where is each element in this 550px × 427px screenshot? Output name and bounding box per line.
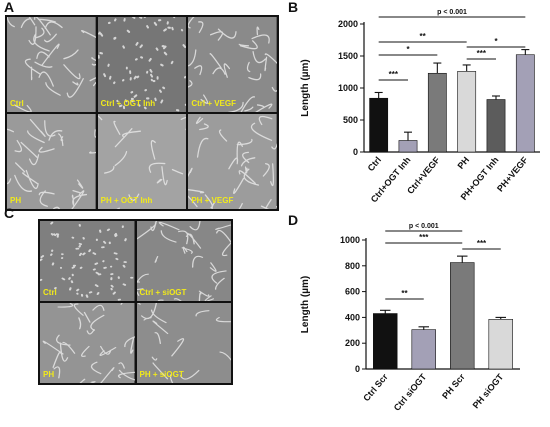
micrograph-tile: Ctrl + VEGF: [188, 17, 277, 112]
tile-label: PH: [10, 196, 22, 205]
tile-label: PH + VEGF: [191, 196, 234, 205]
micrograph-tile: Ctrl: [40, 221, 135, 301]
micrograph-tile: PH: [7, 114, 96, 209]
y-axis-label: Length (µm): [300, 276, 311, 333]
chart-svg-d: 0 200 400 600 800 1000 Length (µm) Ctrl Scr Ctrl…: [300, 223, 520, 413]
bar-chart-d: 0 200 400 600 800 1000 Length (µm) Ctrl Scr Ctrl…: [280, 212, 550, 422]
y-tick-label: 0: [355, 364, 360, 374]
x-tick-label: PH+VEGF: [495, 154, 530, 193]
bar: [488, 319, 513, 370]
significance-label: p < 0.001: [437, 9, 467, 16]
bar: [398, 140, 418, 153]
micrograph-background: [136, 303, 231, 383]
cell-network: [42, 303, 135, 383]
cell-network: [136, 303, 231, 383]
micrograph-image: [7, 17, 96, 112]
tile-label: Ctrl: [10, 99, 24, 108]
tile-label: Ctrl + siOGT: [139, 288, 187, 297]
micrograph-grid-c: Ctrl Ctrl + siOGT PH PH + siOGT: [38, 219, 233, 385]
y-tick-label: 400: [345, 312, 360, 322]
micrograph-background: [97, 17, 187, 112]
bar-chart-b: 0 500 1000 1500 2000 Length (µm) Ctrl Ctrl+OGT …: [280, 0, 550, 210]
cell-network: [97, 115, 187, 209]
y-tick-label: 0: [353, 147, 358, 157]
micrograph-background: [188, 17, 277, 112]
y-tick-label: 800: [345, 261, 360, 271]
cell-network: [97, 17, 187, 112]
micrograph-image: [136, 221, 231, 301]
y-tick-label: 1000: [338, 83, 358, 93]
micrograph-image: [188, 114, 277, 209]
x-tick-label: PH: [455, 155, 471, 171]
tile-label: Ctrl + OGT Inh: [100, 99, 156, 108]
significance-label: *: [494, 37, 498, 46]
significance-label: ***: [477, 49, 487, 58]
tile-label: PH + siOGT: [139, 370, 184, 379]
significance-label: **: [401, 289, 408, 298]
panel-letter-a: A: [4, 0, 15, 15]
y-tick-label: 1500: [338, 51, 358, 61]
micrograph-tile: PH + OGT Inh: [97, 114, 187, 209]
y-tick-label: 2000: [338, 19, 358, 29]
micrograph-image: [40, 221, 135, 301]
micrograph-image: [7, 114, 96, 209]
y-tick-label: 500: [343, 115, 358, 125]
y-axis-label: Length (µm): [300, 59, 311, 116]
bar: [373, 313, 398, 370]
micrograph-grid-a: Ctrl Ctrl + OGT Inh Ctrl + VEGF PH PH + …: [5, 15, 279, 211]
panel-letter-d: D: [288, 212, 299, 228]
micrograph-background: [7, 17, 96, 112]
significance-label: p < 0.001: [409, 223, 439, 230]
tile-label: PH + OGT Inh: [100, 196, 153, 205]
cell-network: [188, 115, 277, 209]
significance-label: *: [406, 45, 410, 54]
micrograph-tile: PH + VEGF: [188, 114, 277, 209]
micrograph-background: [97, 114, 187, 209]
x-tick-label: Ctrl siOGT: [392, 371, 429, 412]
micrograph-image: [40, 303, 135, 383]
micrograph-image: [97, 17, 187, 112]
tile-label: Ctrl: [43, 288, 57, 297]
x-tick-label: PH siOGT: [471, 371, 506, 410]
significance-label: ***: [419, 233, 429, 242]
bar: [486, 99, 506, 153]
tile-label: PH: [43, 370, 55, 379]
cell-network: [188, 17, 277, 112]
micrograph-tile: PH + siOGT: [136, 303, 231, 383]
significance-label: **: [420, 32, 427, 41]
significance-label: ***: [477, 239, 487, 248]
micrograph-image: [97, 114, 187, 209]
micrograph-image: [188, 17, 277, 112]
x-tick-label: Ctrl Scr: [361, 371, 390, 403]
micrograph-tile: Ctrl: [7, 17, 96, 112]
y-tick-label: 1000: [340, 235, 360, 245]
y-tick-label: 600: [345, 287, 360, 297]
micrograph-tile: Ctrl + OGT Inh: [97, 17, 187, 112]
cell-network: [7, 17, 96, 112]
micrograph-tile: Ctrl + siOGT: [136, 221, 231, 301]
x-tick-label: Ctrl: [366, 155, 384, 173]
bar: [369, 97, 389, 153]
tile-label: Ctrl + VEGF: [191, 99, 237, 108]
bar: [457, 71, 477, 153]
panel-letter-b: B: [288, 0, 299, 15]
significance-label: ***: [389, 70, 399, 79]
y-tick-label: 200: [345, 338, 360, 348]
cell-network: [7, 118, 96, 209]
bar: [427, 72, 447, 153]
cell-network: [136, 221, 231, 301]
x-tick-label: PH Scr: [440, 371, 467, 400]
panel-letter-c: C: [4, 205, 15, 221]
bar: [515, 54, 535, 153]
micrograph-image: [136, 303, 231, 383]
micrograph-tile: PH: [40, 303, 135, 383]
cell-network: [40, 221, 134, 301]
bar: [411, 329, 436, 370]
bar: [450, 262, 475, 370]
micrograph-background: [188, 114, 277, 209]
